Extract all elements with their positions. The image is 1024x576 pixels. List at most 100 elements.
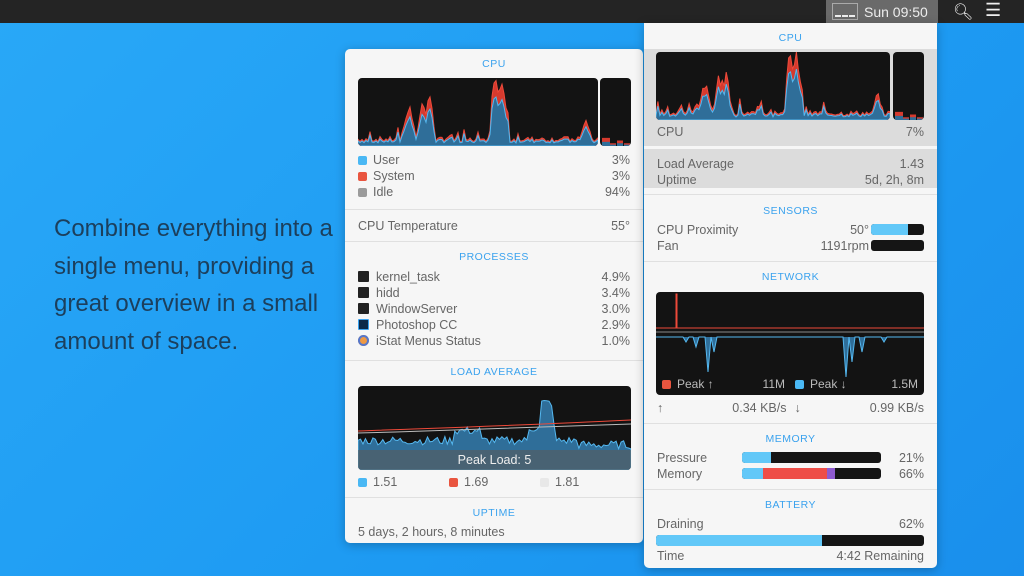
cpu-system-area	[656, 52, 890, 120]
cpu-proximity-bar	[871, 224, 924, 235]
process-name: WindowServer	[376, 302, 458, 316]
battery-heading: BATTERY	[765, 499, 816, 511]
load-1min: 1.51	[373, 475, 398, 489]
peak-load-label: Peak Load: 5	[358, 450, 631, 470]
peak-down-label: Peak ↓	[810, 377, 847, 391]
cpu-cores-graph	[893, 52, 924, 120]
process-name: hidd	[376, 286, 400, 300]
fan-bar	[871, 240, 924, 251]
label: System	[373, 169, 415, 183]
value: 7%	[905, 125, 924, 139]
label: CPU Temperature	[358, 219, 458, 233]
core-user-bar	[624, 144, 630, 146]
istat-dropdown-panel: CPU CPU 7% Load Average 1.43 Uptime 5d, 2h,…	[644, 23, 937, 568]
process-name: iStat Menus Status	[376, 334, 481, 348]
cpu-system-area	[358, 79, 598, 146]
uptime-row: Uptime 5d, 2h, 8m	[657, 172, 924, 188]
value: 21%	[898, 451, 924, 465]
download-line	[656, 336, 924, 378]
label: Uptime	[657, 173, 697, 187]
notification-list-icon[interactable]: ☰	[985, 0, 1002, 20]
load-values-row: 1.51 1.69 1.81	[358, 474, 630, 490]
peak-up-label: Peak ↑	[677, 377, 714, 391]
value: 66%	[898, 467, 924, 481]
value: 3%	[611, 153, 630, 167]
process-value: 1.0%	[601, 334, 631, 348]
cpu-history-graph	[656, 52, 890, 120]
cpu-row[interactable]: CPU 7%	[657, 124, 924, 140]
memory-bar	[742, 468, 881, 479]
process-row[interactable]: kernel_task 4.9%	[358, 269, 630, 285]
process-row[interactable]: WindowServer 3.0%	[358, 301, 630, 317]
load-5min: 1.69	[464, 475, 489, 489]
processes-heading: PROCESSES	[459, 251, 529, 263]
uptime-heading: UPTIME	[472, 507, 516, 519]
user-swatch	[358, 156, 367, 165]
menu-bar: Sun 09:50 🔍︎ ☰	[0, 0, 1024, 23]
load-15min: 1.81	[555, 475, 580, 489]
process-row[interactable]: iStat Menus Status 1.0%	[358, 333, 630, 349]
network-peaks: Peak ↑ 11M Peak ↓ 1.5M	[662, 377, 918, 391]
search-icon[interactable]: 🔍︎	[953, 4, 974, 21]
combined-menu-panel: CPU User 3% System 3% Idle 94% CPU Temperat…	[345, 49, 643, 543]
istat-icon	[358, 335, 369, 346]
cpu-heading: CPU	[778, 32, 803, 44]
process-value: 2.9%	[601, 318, 631, 332]
core-user-bar	[910, 117, 916, 120]
istat-graph-icon	[832, 3, 858, 20]
process-value: 4.9%	[601, 270, 631, 284]
uptime-value: 5 days, 2 hours, 8 minutes	[358, 525, 505, 539]
core-user-bar	[895, 115, 903, 120]
cpu-proximity-row: CPU Proximity 50°	[657, 222, 869, 238]
label: Load Average	[657, 157, 734, 171]
cpu-system-row: System 3%	[358, 168, 630, 184]
sensors-heading: SENSORS	[763, 205, 818, 217]
download-arrow-icon: ↓	[794, 401, 801, 415]
download-rate: 0.99 KB/s	[869, 401, 924, 415]
label: Draining	[657, 517, 704, 531]
cpu-user-area	[358, 96, 598, 146]
system-swatch	[358, 172, 367, 181]
tagline: Combine everything into a single menu, p…	[54, 215, 333, 355]
core-user-bar	[903, 118, 909, 120]
memory-heading: MEMORY	[765, 433, 816, 445]
idle-swatch	[358, 188, 367, 197]
pressure-bar	[742, 452, 881, 463]
process-row[interactable]: Photoshop CC 2.9%	[358, 317, 630, 333]
pressure-row: Pressure 21%	[657, 450, 924, 466]
memory-row: Memory 66%	[657, 466, 924, 482]
upload-arrow-icon: ↑	[657, 401, 664, 415]
process-name: Photoshop CC	[376, 318, 458, 332]
label: Pressure	[657, 451, 708, 465]
value: 94%	[604, 185, 630, 199]
upload-line	[656, 293, 924, 329]
load-average-heading: LOAD AVERAGE	[450, 366, 538, 378]
core-user-bar	[617, 143, 623, 146]
label: Idle	[373, 185, 394, 199]
core-user-bar	[602, 141, 610, 146]
value: 50°	[850, 223, 869, 237]
fan-row: Fan 1191rpm	[657, 238, 869, 254]
cpu-history-graph	[358, 78, 598, 146]
process-value: 3.4%	[601, 286, 631, 300]
value: 1.43	[899, 157, 924, 171]
load-15min-line	[358, 423, 631, 434]
value: 4:42 Remaining	[836, 549, 924, 563]
core-user-bar	[917, 118, 923, 120]
label: User	[373, 153, 400, 167]
value: 3%	[611, 169, 630, 183]
label: CPU	[657, 125, 684, 139]
peak-up-value: 11M	[762, 377, 785, 391]
process-value: 3.0%	[601, 302, 631, 316]
label: Memory	[657, 467, 703, 481]
label: Time	[657, 549, 685, 563]
menubar-clock: Sun 09:50	[864, 3, 928, 20]
value: 62%	[898, 517, 924, 531]
uptime-row: 5 days, 2 hours, 8 minutes	[358, 524, 630, 540]
cpu-heading: CPU	[482, 58, 506, 70]
process-row[interactable]: hidd 3.4%	[358, 285, 630, 301]
istat-menu-extra[interactable]: Sun 09:50	[826, 0, 938, 23]
label: CPU Proximity	[657, 223, 739, 237]
terminal-icon	[358, 271, 369, 282]
network-graph: Peak ↑ 11M Peak ↓ 1.5M	[656, 292, 924, 395]
